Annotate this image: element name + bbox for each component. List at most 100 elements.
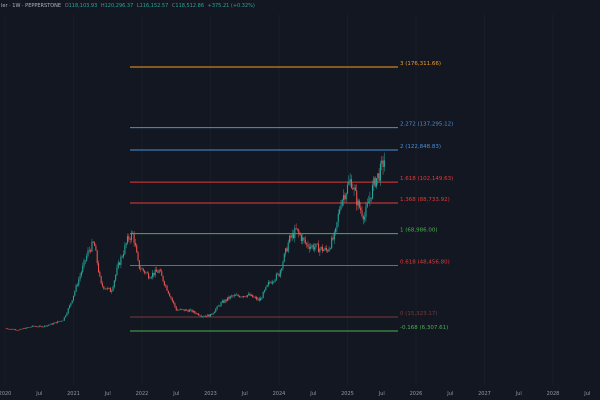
candle-body [149, 278, 151, 279]
candle-body [299, 233, 301, 236]
time-axis-tick-label: 2022 [136, 391, 149, 397]
candle-body [67, 308, 69, 314]
close-value: 118,512.86 [175, 3, 205, 9]
candle-body [345, 193, 347, 200]
fib-level-label: 3 (176,311.66) [400, 61, 441, 67]
candle-body [233, 295, 235, 297]
candle-body [26, 327, 28, 329]
candle-body [128, 236, 130, 240]
candle-body [99, 272, 101, 277]
candle-body [179, 309, 181, 310]
candle-body [327, 250, 329, 252]
candle-body [354, 187, 356, 191]
candle-body [227, 297, 229, 301]
candle-body [82, 265, 84, 273]
candle-body [202, 316, 204, 318]
candle-body [357, 200, 359, 206]
candle-body [154, 269, 156, 276]
candle-body [182, 309, 184, 310]
candle-body [68, 305, 71, 309]
candle-body [104, 288, 106, 290]
candle-body [261, 298, 263, 299]
candle-body [94, 242, 96, 246]
candle-body [332, 237, 334, 240]
candle-body [96, 250, 98, 264]
candle-body [136, 245, 138, 253]
candle-body [103, 286, 105, 289]
candle-body [225, 299, 227, 301]
candle-body [298, 229, 300, 234]
candle-body [373, 177, 375, 185]
candle-body [248, 293, 250, 296]
candle-body [211, 314, 213, 315]
candle-body [291, 233, 293, 238]
candle-body [253, 297, 255, 298]
candle-body [126, 236, 129, 244]
candle-body [146, 272, 148, 274]
open-label: O [64, 3, 69, 9]
candle-body [130, 232, 133, 241]
fibonacci-extension[interactable]: 3 (176,311.66) 2.272 (137,295.12) 2 (122,8… [130, 61, 453, 332]
candle-body [362, 215, 364, 220]
fib-level-label: 2.272 (137,295.12) [400, 122, 453, 128]
candle-body [71, 300, 73, 304]
candle-body [191, 309, 193, 313]
candle-body [217, 305, 219, 307]
candle-body [162, 275, 164, 282]
candle-body [150, 276, 152, 279]
candle-body [13, 329, 15, 330]
candle-body [108, 287, 110, 289]
candle-body [290, 235, 292, 238]
candle-body [258, 298, 260, 301]
candle-body [29, 327, 31, 328]
candle-body [17, 330, 19, 331]
candle-body [344, 195, 346, 200]
candle-body [55, 322, 57, 324]
time-axis-tick-label: Jul [309, 391, 316, 397]
candle-body [295, 228, 297, 229]
candle-body [111, 290, 113, 292]
candle-body [8, 328, 10, 330]
candle-body [296, 228, 298, 230]
candle-body [58, 321, 60, 322]
candle-body [78, 279, 80, 286]
symbol-label[interactable]: ler · 1W · PEPPERSTONE [1, 3, 62, 9]
candle-body [132, 232, 134, 234]
candle-body [45, 325, 47, 327]
change-value: +375.21 (+0.32%) [207, 3, 255, 9]
candle-body [208, 314, 210, 317]
candle-body [14, 329, 17, 331]
candle-body [32, 325, 34, 327]
candle-body [65, 315, 67, 318]
candle-body [86, 255, 88, 261]
time-axis-tick-label: 2026 [410, 391, 423, 397]
candle-body [366, 203, 368, 207]
candle-body [324, 247, 326, 250]
candle-body [187, 310, 189, 312]
candle-body [151, 272, 154, 277]
candle-body [183, 309, 185, 311]
time-axis-tick-label: 2021 [67, 391, 80, 397]
candle-body [287, 242, 289, 252]
candle-body [125, 243, 127, 246]
candle-body [361, 210, 363, 216]
candle-body [134, 242, 136, 246]
candle-body [79, 275, 81, 280]
low-label: L [136, 3, 140, 9]
candle-body [117, 262, 119, 268]
candle-body [314, 247, 316, 250]
time-axis-tick-label: Jul [172, 391, 179, 397]
candle-body [315, 243, 317, 248]
candle-body [234, 295, 237, 296]
candle-body [175, 306, 177, 311]
candle-body [200, 315, 202, 317]
candle-body [129, 239, 131, 241]
candle-body [356, 190, 358, 206]
candle-body [25, 327, 27, 329]
candle-body [84, 260, 86, 262]
candle-body [270, 282, 272, 284]
candle-body [167, 290, 169, 294]
candle-body [21, 328, 23, 330]
candle-body [254, 297, 256, 298]
